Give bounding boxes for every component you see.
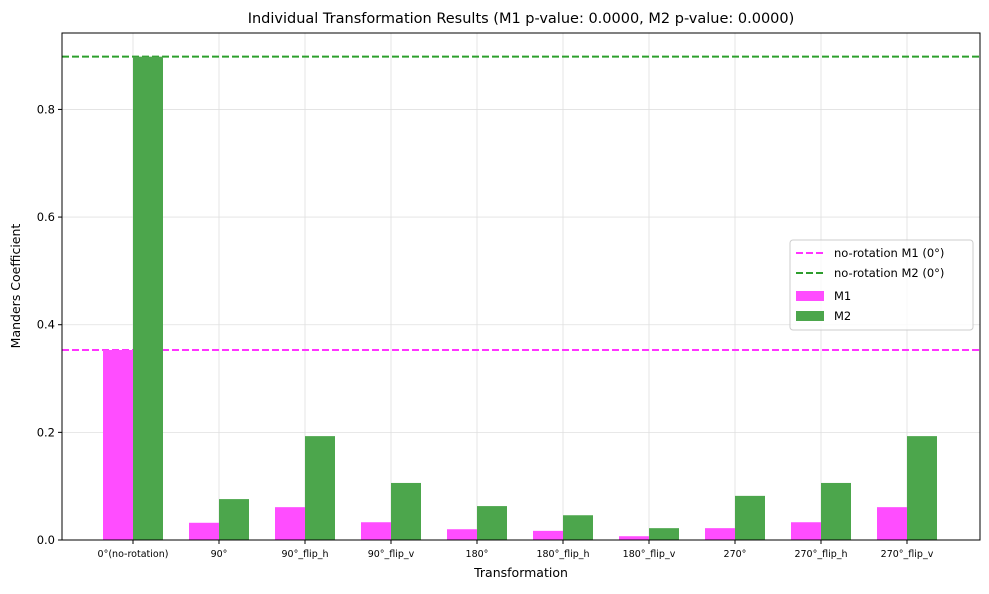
x-tick-label: 270°_flip_h bbox=[794, 549, 847, 560]
chart-title: Individual Transformation Results (M1 p-… bbox=[248, 11, 795, 27]
bar-m2 bbox=[477, 506, 507, 540]
bar-m1 bbox=[447, 529, 477, 540]
y-axis: 0.0 0.2 0.4 0.6 0.8 bbox=[37, 102, 62, 547]
x-tick-label: 0°(no-rotation) bbox=[98, 549, 169, 560]
x-axis: 0°(no-rotation) 90° 90°_flip_h 90°_flip_v 18… bbox=[98, 540, 934, 560]
legend-label: M2 bbox=[834, 309, 851, 323]
bar-m2 bbox=[821, 482, 851, 540]
bar-m2 bbox=[219, 499, 249, 540]
bar-m1 bbox=[877, 507, 907, 540]
bar-m2 bbox=[391, 482, 421, 540]
bar-m1 bbox=[361, 522, 391, 540]
bar-m1 bbox=[619, 536, 649, 540]
plot-frame bbox=[61, 32, 981, 541]
bars bbox=[103, 56, 937, 541]
bar-m2 bbox=[735, 495, 765, 540]
y-tick-label: 0.0 bbox=[37, 533, 55, 547]
bar-m2 bbox=[563, 515, 593, 540]
legend-box bbox=[789, 239, 974, 331]
bar-m1 bbox=[791, 522, 821, 540]
x-tick-label: 270°_flip_v bbox=[881, 549, 934, 560]
bar-m1 bbox=[103, 350, 133, 540]
y-tick-label: 0.2 bbox=[37, 425, 55, 439]
x-tick-label: 180° bbox=[466, 549, 489, 560]
legend-label: no-rotation M1 (0°) bbox=[834, 246, 944, 260]
y-tick-label: 0.6 bbox=[37, 210, 55, 224]
legend-label: no-rotation M2 (0°) bbox=[834, 266, 944, 280]
reference-lines bbox=[62, 55, 980, 352]
x-tick-label: 90°_flip_v bbox=[368, 549, 415, 560]
bar-m2 bbox=[305, 436, 335, 540]
legend-bar-swatch bbox=[796, 311, 824, 321]
bar-m1 bbox=[533, 530, 563, 540]
x-axis-label: Transformation bbox=[473, 565, 568, 580]
legend-label: M1 bbox=[834, 289, 851, 303]
y-axis-label: Manders Coefficient bbox=[8, 224, 23, 349]
bar-m1 bbox=[189, 522, 219, 540]
x-tick-label: 180°_flip_v bbox=[623, 549, 676, 560]
y-tick-label: 0.4 bbox=[37, 318, 55, 332]
legend-bar-swatch bbox=[796, 291, 824, 301]
legend: no-rotation M1 (0°) no-rotation M2 (0°) M1… bbox=[789, 239, 974, 331]
y-tick-label: 0.8 bbox=[37, 102, 55, 116]
x-tick-label: 90°_flip_h bbox=[281, 549, 328, 560]
bar-m1 bbox=[705, 528, 735, 540]
bar-m2 bbox=[649, 528, 679, 540]
x-tick-label: 90° bbox=[211, 549, 228, 560]
bar-m2 bbox=[907, 436, 937, 540]
x-tick-label: 270° bbox=[724, 549, 747, 560]
bar-m1 bbox=[275, 507, 305, 540]
x-tick-label: 180°_flip_h bbox=[536, 549, 589, 560]
bar-m2 bbox=[133, 56, 163, 541]
